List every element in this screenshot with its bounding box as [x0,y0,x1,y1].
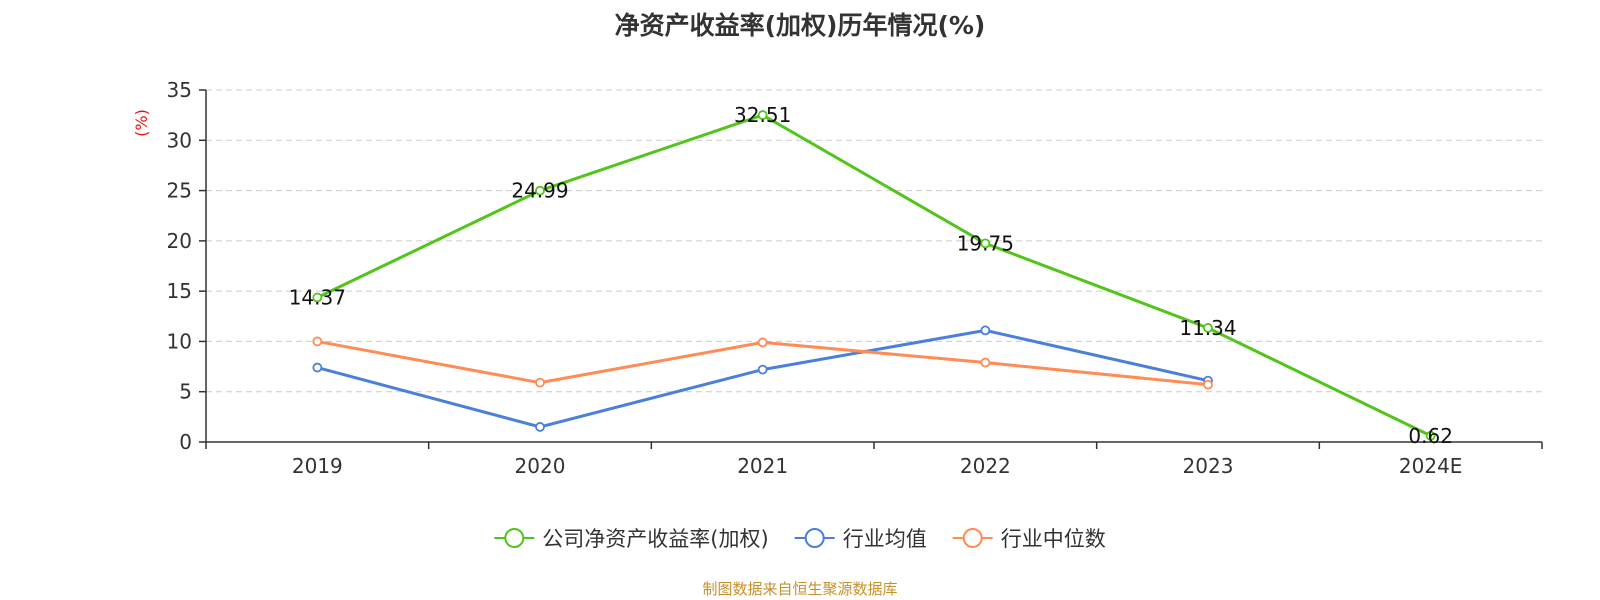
data-point[interactable] [312,336,323,347]
data-point[interactable] [1203,323,1213,333]
y-tick-label: 15 [167,279,192,303]
data-label: 19.75 [957,231,1014,255]
legend-label: 行业中位数 [1001,527,1106,551]
legend: 公司净资产收益率(加权) 行业均值 行业中位数 [494,527,1106,551]
legend-marker-icon [804,528,825,548]
legend-label: 公司净资产收益率(加权) [542,527,768,551]
legend-marker-icon [504,528,525,548]
data-label: 32.51 [734,103,791,127]
data-point[interactable] [312,362,323,373]
legend-item-industry-median[interactable]: 行业中位数 [952,527,1106,551]
data-point[interactable] [1425,430,1436,441]
series-line-company-roe [316,113,1432,438]
legend-label: 行业均值 [843,527,927,551]
series-lines [312,110,1436,441]
data-point[interactable] [757,110,768,120]
data-label: 0.62 [1408,424,1453,448]
y-tick-label: 10 [167,329,192,353]
x-tick-label: 2021 [737,454,788,478]
y-tick-label: 25 [167,179,192,203]
legend-item-industry-average[interactable]: 行业均值 [794,527,927,551]
legend-item-company-roe[interactable]: 公司净资产收益率(加权) [494,527,769,551]
data-point[interactable] [535,422,545,432]
data-label: 11.34 [1179,316,1236,340]
source-note: 制图数据来自恒生聚源数据库 [702,580,898,598]
x-tick-label: 2022 [960,454,1011,478]
data-labels: 14.37 24.99 32.51 19.75 11.34 0.62 [289,103,1453,448]
x-tick-label: 2023 [1183,454,1234,478]
legend-marker-icon [962,528,983,548]
data-label: 24.99 [511,179,568,203]
y-tick-label: 30 [167,128,192,152]
series-company-roe [312,110,1436,441]
x-tick-label: 2020 [515,454,566,478]
data-point[interactable] [535,185,545,196]
axes: 0 5 10 15 20 25 30 35 2019 2020 2021 2022 2023 2024E [167,78,1543,478]
data-label: 14.37 [289,285,346,309]
data-point[interactable] [757,337,768,348]
data-point[interactable] [312,292,323,303]
series-industry-median [312,336,1213,390]
series-industry-average [312,325,1213,432]
data-point[interactable] [980,238,991,249]
chart-title: 净资产收益率(加权)历年情况(%) [614,11,986,40]
data-point[interactable] [535,377,545,388]
data-point[interactable] [980,325,991,336]
x-tick-label: 2024E [1399,454,1463,478]
y-tick-label: 0 [179,430,192,454]
y-tick-label: 35 [167,78,192,102]
data-point[interactable] [757,364,768,375]
grid-lines [206,89,1542,393]
data-point[interactable] [1203,379,1213,390]
y-axis-unit-label: (%) [132,109,151,137]
series-line-industry-median [317,339,1209,387]
y-tick-label: 20 [167,229,192,253]
y-tick-label: 5 [179,380,192,404]
x-tick-label: 2019 [292,454,343,478]
data-point[interactable] [980,357,991,368]
